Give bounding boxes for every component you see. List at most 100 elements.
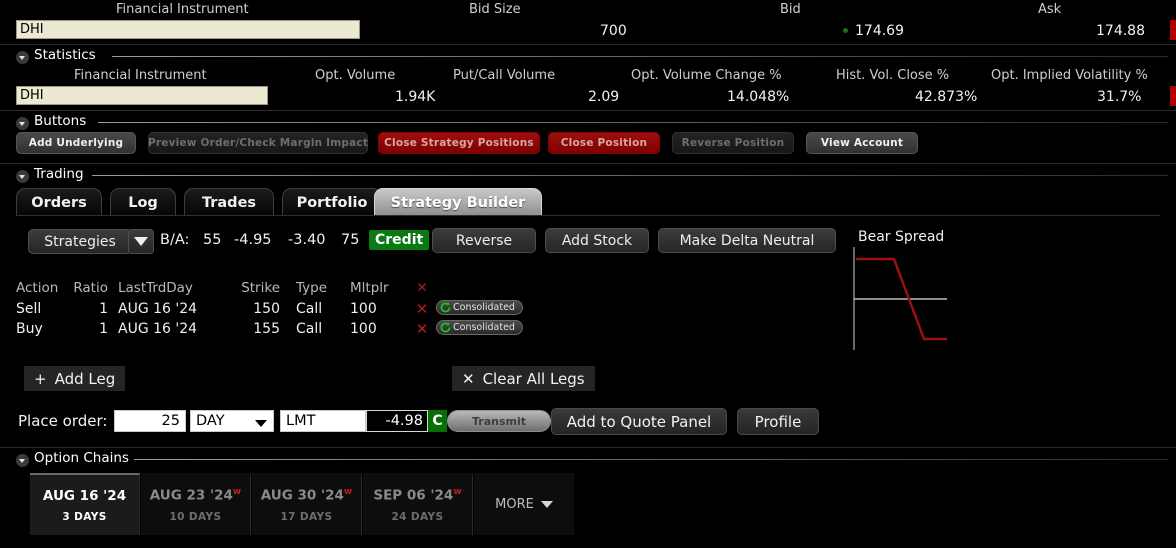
stats-col-opt-volume-change: Opt. Volume Change % <box>631 68 782 83</box>
limit-price-input[interactable]: -4.98 <box>366 410 428 432</box>
ba-label: B/A: <box>160 232 190 248</box>
legs-col-ratio: Ratio <box>73 280 108 296</box>
bid-status-dot <box>843 27 848 33</box>
leg-ratio[interactable]: 1 <box>99 301 108 317</box>
stats-symbol-input[interactable]: DHI <box>16 86 268 105</box>
profile-button[interactable]: Profile <box>737 408 819 435</box>
leg-type[interactable]: Call <box>296 321 323 337</box>
payoff-curve <box>856 257 947 341</box>
leg-last-trd-day[interactable]: AUG 16 '24 <box>118 321 198 337</box>
quote-col-financial-instrument: Financial Instrument <box>116 2 249 17</box>
refresh-icon <box>439 321 452 334</box>
place-order-label: Place order: <box>18 412 108 430</box>
add-to-quote-panel-button[interactable]: Add to Quote Panel <box>551 408 727 435</box>
quote-symbol-input[interactable]: DHI <box>16 20 360 39</box>
option-chain-tab-aug-30[interactable]: AUG 30 '24w 17 DAYS <box>252 473 362 535</box>
table-row[interactable]: Sell 1 AUG 16 '24 150 Call 100 ✕ <box>16 299 523 319</box>
close-icon: ✕ <box>462 369 475 388</box>
leg-action[interactable]: Buy <box>16 321 43 337</box>
order-quantity-input[interactable]: 25 <box>114 410 186 432</box>
stats-col-financial-instrument: Financial Instrument <box>74 68 207 83</box>
statistics-rule <box>112 56 1168 57</box>
legs-col-lasttrdday: LastTrdDay <box>118 280 193 296</box>
stats-col-put-call-volume: Put/Call Volume <box>453 68 556 83</box>
add-leg-button[interactable]: + Add Leg <box>24 366 126 391</box>
leg-remove-icon[interactable]: ✕ <box>415 320 429 338</box>
divider-trading <box>0 447 1176 448</box>
buttons-collapse-icon[interactable] <box>16 117 29 130</box>
quote-col-bid: Bid <box>780 2 801 17</box>
stats-col-hist-vol-close: Hist. Vol. Close % <box>836 68 950 83</box>
tab-portfolio[interactable]: Portfolio <box>282 188 382 216</box>
plus-icon: + <box>34 369 47 388</box>
stats-opt-volume-value: 1.94K <box>395 89 436 105</box>
add-underlying-button[interactable]: Add Underlying <box>16 132 136 154</box>
tab-trades[interactable]: Trades <box>184 188 274 216</box>
leg-mltplr: 100 <box>350 321 377 337</box>
trading-collapse-icon[interactable] <box>16 170 29 183</box>
tab-strategy-builder[interactable]: Strategy Builder <box>374 188 542 216</box>
add-stock-button[interactable]: Add Stock <box>545 228 649 253</box>
preview-order-button[interactable]: Preview Order/Check Margin Impact <box>148 132 368 154</box>
order-type-select[interactable]: LMT <box>280 410 366 432</box>
option-chain-tab-aug-23[interactable]: AUG 23 '24w 10 DAYS <box>141 473 251 535</box>
divider-statistics <box>0 110 1176 111</box>
statistics-section: Statistics <box>0 47 1176 66</box>
weekly-marker: w <box>232 487 242 498</box>
leg-action[interactable]: Sell <box>16 301 42 317</box>
leg-mltplr: 100 <box>350 301 377 317</box>
leg-last-trd-day[interactable]: AUG 16 '24 <box>118 301 198 317</box>
legs-col-type: Type <box>296 280 328 296</box>
view-account-button[interactable]: View Account <box>806 132 918 154</box>
leg-strike[interactable]: 150 <box>253 301 280 317</box>
chevron-down-icon <box>540 500 553 508</box>
leg-strike[interactable]: 155 <box>253 321 280 337</box>
make-delta-neutral-button[interactable]: Make Delta Neutral <box>658 228 836 253</box>
close-strategy-positions-button[interactable]: Close Strategy Positions <box>378 132 540 154</box>
ba-bid-size: 55 <box>203 232 222 248</box>
quote-ask-value: 174.88 <box>1096 23 1145 39</box>
option-chains-title: Option Chains <box>34 450 129 466</box>
leg-exchange-cell[interactable]: Consolidated <box>436 299 523 319</box>
trading-title: Trading <box>34 166 84 182</box>
leg-exchange-label: Consolidated <box>453 322 515 333</box>
reverse-position-button[interactable]: Reverse Position <box>672 132 794 154</box>
option-chain-tab-sep-06[interactable]: SEP 06 '24w 24 DAYS <box>363 473 473 535</box>
leg-remove-icon[interactable]: ✕ <box>415 300 429 318</box>
reverse-button[interactable]: Reverse <box>432 228 536 253</box>
refresh-icon <box>439 301 452 314</box>
statistics-collapse-icon[interactable] <box>16 51 29 64</box>
buttons-title: Buttons <box>34 113 87 129</box>
stats-hist-vol-close-value: 42.873% <box>915 89 978 105</box>
strategies-dropdown-chevron-down-icon[interactable] <box>128 229 154 254</box>
option-chains-rule <box>134 459 1168 460</box>
leg-ratio[interactable]: 1 <box>99 321 108 337</box>
leg-type[interactable]: Call <box>296 301 323 317</box>
option-chain-more-button[interactable]: MORE <box>474 473 574 535</box>
quote-panel: Financial Instrument Bid Size Bid Ask DH… <box>0 0 1176 44</box>
divider-quote <box>0 44 1176 45</box>
legs-header-row: Action Ratio LastTrdDay Strike Type Mltp… <box>16 280 523 299</box>
option-chains-collapse-icon[interactable] <box>16 454 29 467</box>
chevron-down-icon <box>255 420 267 427</box>
ba-ask-size: 75 <box>341 232 360 248</box>
close-position-button[interactable]: Close Position <box>548 132 660 154</box>
time-in-force-select[interactable]: DAY <box>190 410 274 432</box>
strategies-button[interactable]: Strategies <box>28 229 132 254</box>
quote-bid-value: 174.69 <box>843 23 904 39</box>
price-credit-badge: C <box>428 410 447 432</box>
legs-col-action: Action <box>16 280 59 296</box>
tab-orders[interactable]: Orders <box>16 188 102 216</box>
clear-all-legs-button[interactable]: ✕ Clear All Legs <box>452 366 595 391</box>
table-row[interactable]: Buy 1 AUG 16 '24 155 Call 100 ✕ <box>16 319 523 339</box>
weekly-marker: w <box>343 487 353 498</box>
legs-clear-column-icon[interactable]: ✕ <box>416 280 428 296</box>
leg-exchange-cell[interactable]: Consolidated <box>436 319 523 339</box>
option-chain-tab-aug-16[interactable]: AUG 16 '24 3 DAYS <box>30 473 140 535</box>
leg-exchange-label: Consolidated <box>453 302 515 313</box>
tab-underline <box>16 215 1160 216</box>
tab-log[interactable]: Log <box>110 188 176 216</box>
quote-bid-size-value: 700 <box>600 23 627 39</box>
transmit-button[interactable]: Transmit <box>447 410 551 432</box>
